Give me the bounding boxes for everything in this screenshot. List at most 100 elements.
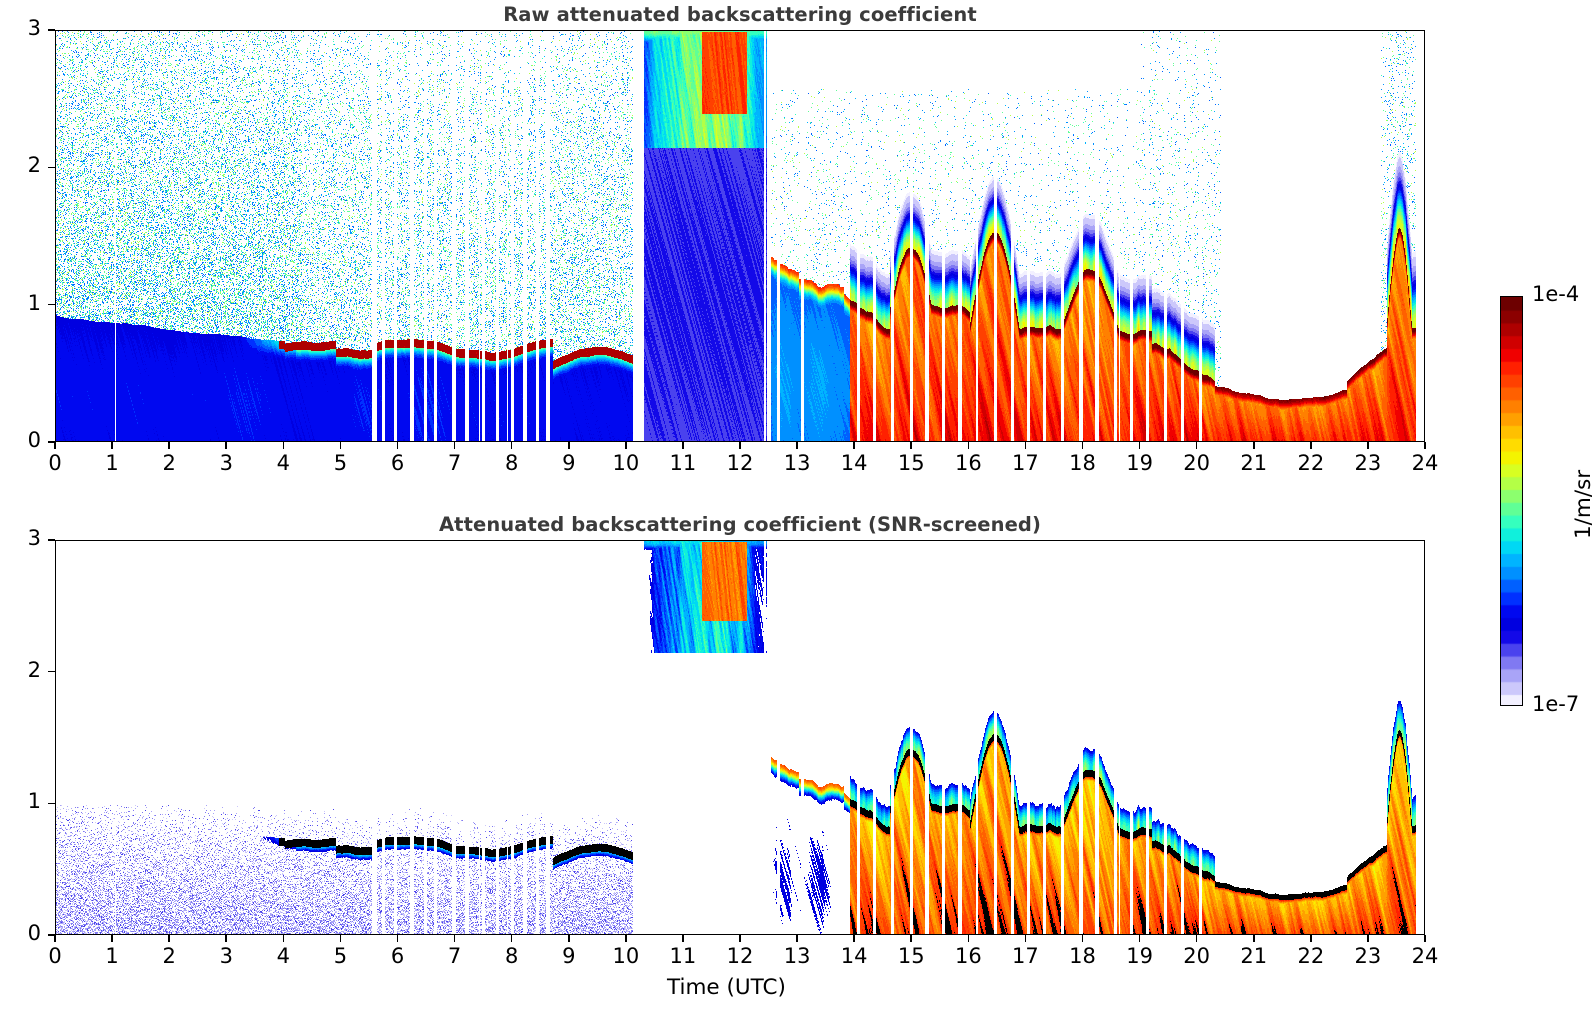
x-tick-mark — [54, 442, 56, 449]
x-tick-label: 9 — [562, 451, 576, 475]
colorbar — [1500, 296, 1523, 706]
x-tick-mark — [853, 442, 855, 449]
x-tick-mark — [510, 442, 513, 449]
x-tick-label: 16 — [954, 451, 982, 475]
x-tick-mark — [625, 442, 627, 449]
x-tick-label: 13 — [783, 451, 811, 475]
x-tick-mark — [910, 442, 913, 449]
x-tick-label: 24 — [1411, 944, 1439, 968]
colorbar-max-label: 1e-4 — [1532, 282, 1580, 306]
x-tick-mark — [453, 935, 456, 942]
x-tick-mark — [1195, 442, 1198, 449]
x-tick-label: 21 — [1240, 944, 1268, 968]
x-tick-label: 21 — [1240, 451, 1268, 475]
y-tick-label: 3 — [27, 526, 41, 550]
x-tick-mark — [1424, 935, 1426, 942]
x-tick-label: 10 — [612, 451, 640, 475]
x-tick-label: 13 — [783, 944, 811, 968]
x-tick-mark — [453, 442, 456, 449]
x-tick-mark — [682, 935, 684, 942]
x-tick-mark — [1081, 442, 1084, 449]
x-tick-label: 23 — [1354, 451, 1382, 475]
x-tick-label: 4 — [276, 944, 291, 968]
x-tick-mark — [739, 935, 741, 942]
x-tick-label: 12 — [726, 451, 754, 475]
panel-1-y-axis-label: Altitude (km) — [0, 166, 2, 308]
x-tick-label: 1 — [105, 944, 119, 968]
x-tick-label: 17 — [1012, 451, 1039, 475]
y-tick-mark — [48, 29, 55, 31]
x-tick-mark — [1138, 442, 1141, 449]
colorbar-unit-label: 1/m/sr — [1571, 469, 1595, 539]
x-tick-mark — [111, 442, 113, 449]
x-tick-mark — [111, 935, 113, 942]
x-tick-label: 10 — [612, 944, 640, 968]
x-tick-mark — [1367, 442, 1369, 449]
y-tick-label: 0 — [27, 921, 41, 945]
panel-2-plot-area[interactable] — [55, 540, 1425, 935]
x-tick-label: 4 — [276, 451, 291, 475]
x-tick-mark — [1252, 935, 1255, 942]
x-tick-mark — [510, 935, 513, 942]
y-tick-label: 1 — [27, 290, 41, 315]
x-tick-mark — [625, 935, 627, 942]
x-tick-label: 6 — [390, 944, 405, 968]
x-tick-label: 6 — [390, 451, 405, 475]
x-tick-mark — [225, 442, 228, 449]
x-tick-label: 17 — [1012, 944, 1039, 968]
x-tick-mark — [225, 935, 228, 942]
x-tick-label: 3 — [219, 944, 233, 968]
x-tick-label: 0 — [48, 944, 62, 968]
panel-1-plot-area[interactable] — [55, 30, 1425, 442]
x-tick-mark — [168, 442, 170, 449]
x-tick-mark — [1138, 935, 1141, 942]
x-tick-label: 14 — [840, 451, 868, 475]
x-tick-label: 2 — [162, 451, 176, 475]
x-tick-mark — [1310, 442, 1312, 449]
panel-2-title: Attenuated backscattering coefficient (S… — [438, 513, 1042, 536]
x-tick-mark — [682, 442, 684, 449]
x-tick-mark — [967, 935, 970, 942]
y-tick-mark — [48, 166, 55, 169]
y-tick-label: 2 — [27, 153, 41, 178]
x-tick-label: 14 — [840, 944, 868, 968]
x-tick-label: 9 — [562, 944, 576, 968]
y-tick-label: 1 — [27, 789, 41, 814]
x-tick-mark — [967, 442, 970, 449]
x-tick-label: 8 — [504, 451, 519, 475]
x-tick-label: 20 — [1183, 451, 1211, 475]
x-tick-mark — [282, 935, 285, 942]
x-tick-label: 22 — [1297, 451, 1325, 475]
y-tick-label: 3 — [27, 16, 41, 40]
x-tick-label: 12 — [726, 944, 754, 968]
x-tick-mark — [396, 935, 399, 942]
x-tick-mark — [339, 935, 342, 942]
x-tick-label: 2 — [162, 944, 176, 968]
x-tick-label: 16 — [954, 944, 982, 968]
y-tick-label: 2 — [27, 657, 41, 682]
x-tick-label: 19 — [1126, 944, 1153, 968]
x-tick-label: 19 — [1126, 451, 1153, 475]
x-tick-mark — [1024, 935, 1027, 942]
x-tick-mark — [396, 442, 399, 449]
x-tick-label: 23 — [1354, 944, 1382, 968]
y-tick-mark — [48, 303, 55, 306]
x-tick-mark — [1367, 935, 1369, 942]
x-tick-label: 1 — [105, 451, 119, 475]
x-tick-mark — [1310, 935, 1312, 942]
x-tick-mark — [796, 935, 798, 942]
x-tick-label: 24 — [1411, 451, 1439, 475]
x-tick-label: 8 — [504, 944, 519, 968]
x-tick-mark — [796, 442, 798, 449]
x-tick-mark — [567, 935, 570, 942]
x-tick-mark — [853, 935, 855, 942]
x-tick-mark — [739, 442, 741, 449]
panel-2-y-axis-label: Altitude (km) — [0, 668, 2, 810]
x-tick-mark — [567, 442, 570, 449]
x-tick-label: 7 — [447, 944, 462, 968]
y-tick-mark — [48, 441, 55, 443]
x-tick-mark — [54, 935, 56, 942]
y-tick-label: 0 — [27, 428, 41, 452]
x-tick-mark — [1024, 442, 1027, 449]
